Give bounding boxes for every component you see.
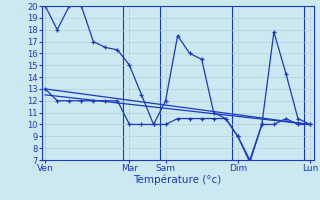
X-axis label: Température (°c): Température (°c) xyxy=(133,175,222,185)
